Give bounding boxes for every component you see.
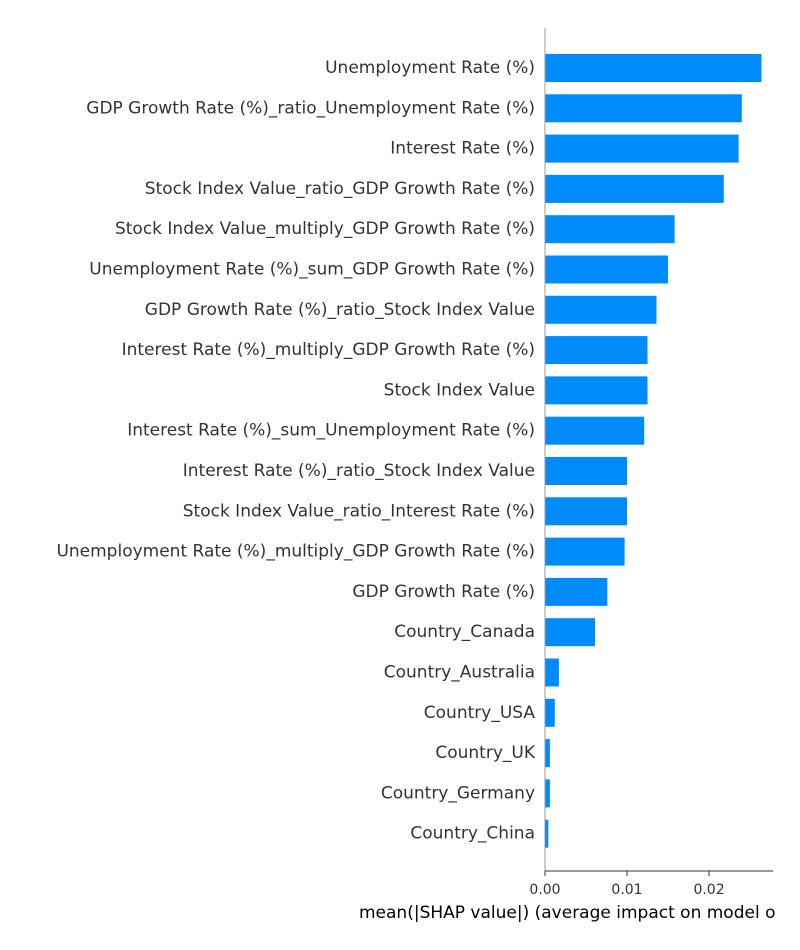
bars-group <box>545 54 762 848</box>
category-label: Stock Index Value_ratio_Interest Rate (%… <box>183 501 535 521</box>
bar <box>545 215 675 244</box>
x-tick-label: 0.02 <box>693 882 724 898</box>
category-label: Unemployment Rate (%)_sum_GDP Growth Rat… <box>89 260 535 280</box>
category-label: Country_Germany <box>381 783 535 803</box>
category-label: Stock Index Value_multiply_GDP Growth Ra… <box>115 219 535 239</box>
x-axis-title: mean(|SHAP value|) (average impact on mo… <box>359 903 775 923</box>
category-label: Unemployment Rate (%)_multiply_GDP Growt… <box>56 542 535 562</box>
bar <box>545 577 608 606</box>
category-label: Country_Canada <box>394 622 535 642</box>
bar <box>545 255 668 284</box>
category-label: Country_China <box>410 824 535 844</box>
category-label: Unemployment Rate (%) <box>325 58 535 78</box>
category-label: Stock Index Value_ratio_GDP Growth Rate … <box>145 179 535 199</box>
category-label: GDP Growth Rate (%)_ratio_Stock Index Va… <box>145 300 535 320</box>
category-label: Interest Rate (%)_multiply_GDP Growth Ra… <box>122 340 535 360</box>
category-label: Interest Rate (%)_ratio_Stock Index Valu… <box>183 461 535 481</box>
bar <box>545 134 739 163</box>
bar <box>545 54 762 82</box>
category-label: Interest Rate (%)_sum_Unemployment Rate … <box>127 421 535 441</box>
bar <box>545 698 555 727</box>
bar <box>545 537 625 566</box>
bar <box>545 174 724 203</box>
category-label: Country_UK <box>435 743 535 763</box>
bar <box>545 497 627 526</box>
bar <box>545 295 657 324</box>
bar <box>545 94 742 123</box>
category-labels-group: Unemployment Rate (%) GDP Growth Rate (%)… <box>56 58 535 844</box>
bar <box>545 457 627 485</box>
bar <box>545 336 648 365</box>
x-ticks-group: 0.00 0.01 0.02 <box>529 871 725 898</box>
category-label: Interest Rate (%) <box>390 139 535 159</box>
bar <box>545 376 648 405</box>
category-label: Stock Index Value <box>384 380 535 400</box>
bar <box>545 779 550 808</box>
category-label: Country_USA <box>424 703 536 723</box>
category-label: Country_Australia <box>384 663 535 683</box>
x-tick-label: 0.01 <box>611 882 642 898</box>
bar <box>545 618 595 647</box>
x-tick-label: 0.00 <box>529 882 560 898</box>
bar <box>545 658 559 687</box>
category-label: GDP Growth Rate (%)_ratio_Unemployment R… <box>86 98 535 118</box>
bar <box>545 819 549 848</box>
bar <box>545 416 645 445</box>
bar <box>545 739 550 768</box>
category-label: GDP Growth Rate (%) <box>352 582 535 602</box>
